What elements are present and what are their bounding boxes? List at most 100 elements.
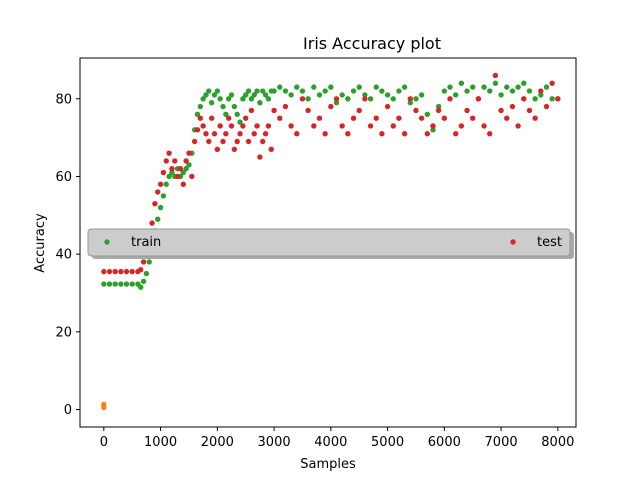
test-point	[532, 115, 538, 121]
train-point	[143, 270, 150, 277]
test-point	[220, 138, 226, 145]
test-series	[101, 72, 561, 275]
y-tick-label: 80	[55, 92, 72, 107]
train-point	[180, 169, 186, 176]
test-point	[470, 115, 476, 121]
test-point	[413, 107, 419, 114]
test-point	[424, 131, 431, 137]
train-point	[311, 84, 317, 90]
series-2-series	[101, 401, 107, 411]
x-tick-label: 4000	[314, 435, 347, 450]
test-point	[268, 146, 274, 152]
train-point	[166, 173, 172, 180]
x-axis-ticks: 0 1000 2000 3000 4000 5000 6000 7000 8000	[100, 427, 574, 450]
test-point	[509, 103, 516, 110]
test-point	[447, 96, 453, 102]
train-point	[225, 96, 232, 102]
train-point	[481, 84, 487, 90]
x-tick-label: 1000	[144, 435, 177, 450]
train-point	[237, 119, 243, 125]
train-point	[333, 99, 340, 106]
train-point	[362, 92, 368, 98]
test-point	[228, 123, 235, 129]
test-point	[504, 115, 510, 121]
train-point	[521, 80, 527, 86]
test-point	[231, 146, 238, 152]
train-point	[265, 96, 272, 102]
y-tick-label: 20	[55, 325, 72, 340]
test-point	[475, 96, 482, 102]
train-point	[183, 166, 189, 172]
test-point	[225, 115, 232, 121]
train-point	[452, 92, 459, 98]
test-point	[464, 107, 470, 114]
x-axis-label: Samples	[300, 457, 356, 472]
train-point	[262, 92, 269, 98]
x-tick-label: 5000	[371, 435, 404, 450]
test-point	[390, 123, 396, 129]
test-point	[240, 123, 246, 129]
train-point	[487, 88, 493, 94]
train-point	[328, 84, 334, 90]
test-point	[277, 115, 283, 121]
train-point	[458, 80, 465, 86]
test-point	[305, 107, 311, 114]
y-tick-label: 0	[64, 403, 72, 418]
test-point	[248, 107, 255, 114]
test-point	[333, 96, 340, 102]
train-point	[208, 99, 215, 106]
train-point	[231, 103, 238, 110]
test-point	[223, 131, 229, 137]
train-point	[543, 84, 550, 90]
test-point	[152, 200, 158, 207]
train-point	[101, 281, 107, 287]
train-point	[138, 284, 144, 290]
test-point	[555, 96, 561, 102]
test-point	[172, 158, 178, 164]
test-point	[234, 138, 240, 145]
legend-box	[87, 228, 571, 257]
test-point	[257, 154, 263, 160]
train-point	[217, 96, 223, 102]
train-point	[240, 96, 246, 102]
train-point	[146, 259, 152, 265]
test-point	[177, 166, 184, 172]
test-point	[174, 173, 181, 180]
test-point	[441, 115, 448, 121]
test-point	[180, 181, 186, 187]
test-point	[362, 96, 368, 102]
train-point	[345, 96, 351, 102]
y-axis-label: Accuracy	[33, 213, 48, 273]
train-point	[549, 96, 555, 102]
test-point	[157, 181, 164, 187]
train-point	[277, 84, 283, 90]
chart-title: Iris Accuracy plot	[303, 34, 441, 53]
train-series	[101, 80, 561, 290]
train-point	[118, 281, 124, 287]
train-point	[211, 92, 218, 98]
test-point	[543, 103, 550, 110]
train-point	[223, 111, 229, 118]
train-point	[254, 88, 260, 94]
test-point	[328, 103, 334, 110]
train-point	[106, 281, 113, 287]
test-point	[271, 107, 277, 114]
test-point	[294, 131, 300, 137]
test-point	[492, 72, 499, 79]
test-point	[538, 88, 544, 94]
test-point	[498, 107, 504, 114]
train-point	[379, 88, 385, 94]
test-point	[123, 268, 130, 275]
test-point	[206, 138, 212, 145]
test-point	[160, 169, 167, 176]
test-point	[166, 150, 172, 156]
train-point	[430, 127, 436, 133]
test-point	[118, 268, 124, 275]
test-point	[367, 123, 374, 129]
train-point	[112, 281, 118, 287]
test-point	[373, 115, 379, 121]
train-point	[299, 88, 306, 94]
train-point	[140, 278, 147, 285]
train-point	[197, 103, 204, 110]
